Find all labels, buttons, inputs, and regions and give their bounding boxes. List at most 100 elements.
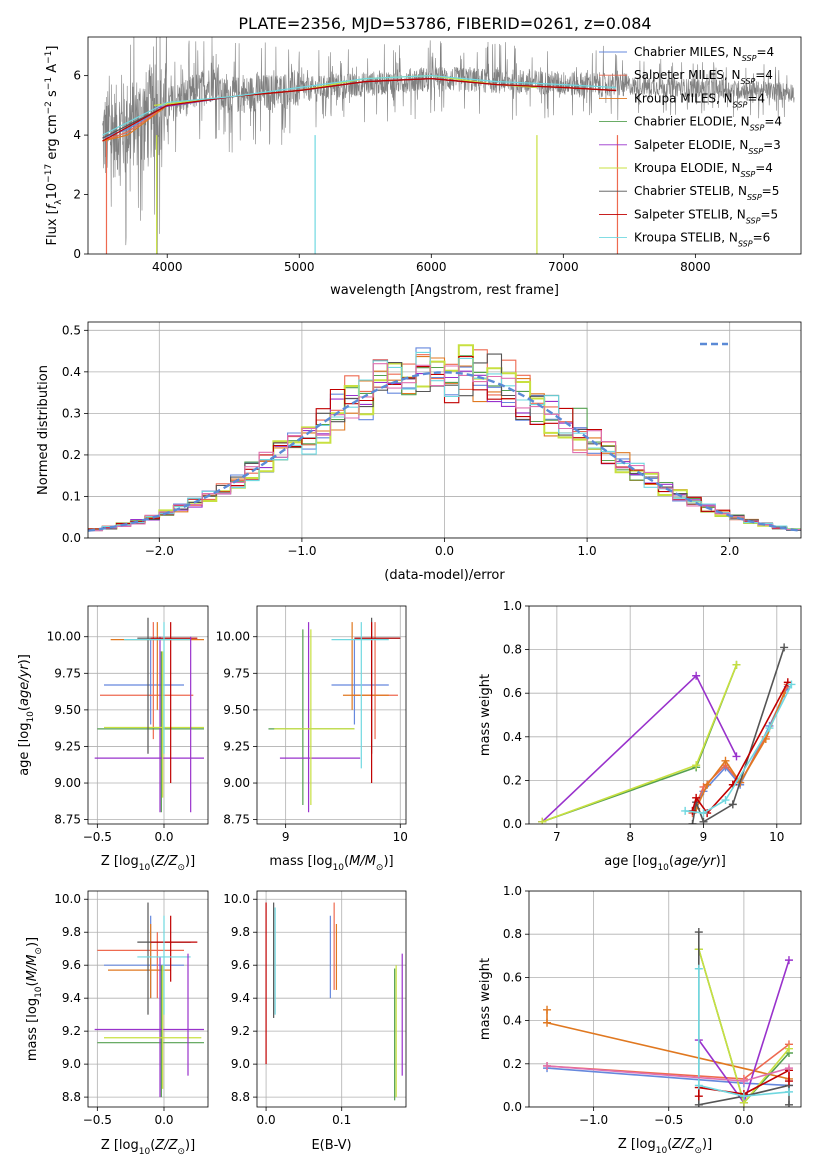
weight-marker [739, 1077, 748, 1086]
model-line [102, 77, 617, 142]
y-tick-label: 6 [73, 69, 81, 83]
x-axis-label: (data-model)/error [384, 568, 505, 583]
errorbar-point [274, 629, 355, 805]
axes-frame [87, 605, 209, 825]
panel-age_vs_mass: 9 10 8.75 9.00 9.25 9.50 9.75 10.00 mass [log10(… [216, 605, 408, 873]
plot-area-weight_vs_age [529, 606, 801, 824]
x-axis-label: Z [log10(Z/Z⊙)] [101, 854, 195, 873]
gaussian-curve [88, 371, 801, 532]
y-tick-label: 1.0 [503, 884, 522, 898]
axes-frame [256, 890, 407, 1108]
errorbar-point [97, 965, 204, 1098]
x-axis-label: wavelength [Angstrom, rest frame] [330, 283, 559, 298]
x-axis-label: E(B-V) [311, 1138, 351, 1153]
panel-weight_vs_Z: −1.0 −0.5 0.0 0.0 0.2 0.4 0.6 0.8 1.0 Z [log10(Z/… [478, 884, 802, 1156]
y-tick-label: 8.8 [62, 1090, 81, 1104]
weight-marker [543, 1061, 552, 1070]
errorbar-point [354, 622, 401, 784]
legend-entry: Kroupa STELIB, NSSP=6 [634, 231, 770, 249]
errorbar-point [104, 651, 204, 798]
histogram-series [88, 363, 801, 532]
x-tick-label: 8 [626, 830, 634, 844]
y-tick-label: 9.00 [223, 776, 250, 790]
weight-marker [699, 817, 708, 824]
model-line [102, 74, 617, 136]
weight-line [695, 692, 785, 810]
plot-area-mass_vs_Z [88, 891, 208, 1107]
y-tick-label: 9.25 [54, 739, 81, 753]
y-tick-label: 9.2 [231, 1024, 250, 1038]
weight-line [698, 968, 790, 1098]
legend-entry: Salpeter ELODIE, NSSP=3 [634, 138, 781, 156]
x-tick-label: 5000 [284, 260, 315, 274]
errorbar-point [342, 622, 389, 710]
errorbar-point [110, 622, 204, 710]
errorbar-point [97, 651, 204, 813]
errorbar-point [100, 622, 194, 740]
errorbar-point [150, 915, 198, 982]
x-axis-label: mass [log10(M/M⊙)] [269, 854, 393, 873]
x-tick-label: −2.0 [145, 544, 174, 558]
observed-spectrum-line [102, 37, 795, 254]
y-tick-label: 2 [73, 188, 81, 202]
weight-marker [765, 724, 774, 733]
weight-marker [681, 806, 690, 815]
y-tick-label: 8.8 [231, 1090, 250, 1104]
weight-marker [784, 956, 793, 965]
x-tick-label: −1.0 [287, 544, 316, 558]
y-tick-label: 8.75 [54, 813, 81, 827]
weight-marker [784, 1064, 793, 1073]
y-tick-label: 9.4 [62, 991, 81, 1005]
y-tick-label: 9.2 [62, 1024, 81, 1038]
weight-marker [543, 1005, 552, 1014]
y-tick-label: 0.4 [62, 365, 81, 379]
y-axis-label: mass [log10(M/M⊙)] [25, 937, 44, 1061]
x-tick-label: 4000 [152, 260, 183, 274]
x-tick-label: 8000 [680, 260, 711, 274]
panel-spectrum: 4000 5000 6000 7000 8000 0 2 4 6 wavelength [Angs… [44, 36, 802, 298]
weight-marker [538, 817, 547, 824]
legend-entry: Kroupa ELODIE, NSSP=4 [634, 161, 773, 179]
weight-line [691, 686, 789, 812]
errorbar-point [104, 639, 184, 725]
y-tick-label: 0.0 [503, 1100, 522, 1114]
y-tick-label: 10.0 [54, 892, 81, 906]
weight-line [541, 664, 738, 823]
weight-marker [688, 820, 697, 824]
y-tick-label: 0.2 [503, 1057, 522, 1071]
y-tick-label: 4 [73, 128, 81, 142]
weight-line [691, 647, 785, 824]
x-tick-label: −0.5 [654, 1113, 683, 1127]
y-tick-label: 1.0 [503, 599, 522, 613]
x-tick-label: 10 [769, 830, 784, 844]
axes-frame [87, 321, 802, 539]
y-axis-label: Flux [fλ10−17 erg cm−2 s−1 A−1] [44, 46, 64, 246]
y-axis-label: age [log10(age/yr)] [17, 654, 36, 776]
y-tick-label: 0.4 [503, 1014, 522, 1028]
y-tick-label: 0.5 [62, 323, 81, 337]
x-tick-label: 6000 [416, 260, 447, 274]
weight-marker [694, 1092, 703, 1101]
legend: Chabrier MILES, NSSP=4 Salpeter MILES, NS… [599, 45, 782, 248]
y-tick-label: 9.0 [62, 1057, 81, 1071]
x-tick-label: 0.0 [734, 1113, 753, 1127]
plot-area-age_vs_mass [257, 606, 406, 824]
legend-entry: Chabrier STELIB, NSSP=5 [634, 184, 779, 202]
x-tick-label: 0.0 [257, 1113, 276, 1127]
weight-marker [732, 660, 741, 669]
weight-marker [780, 643, 789, 652]
panel-mass_vs_ebv: 0.0 0.1 8.8 9.0 9.2 9.4 9.6 9.8 10.0 E(B-V) [223, 890, 407, 1153]
legend-entry: Salpeter STELIB, NSSP=5 [634, 207, 778, 225]
weight-marker [543, 1018, 552, 1027]
axes-frame [256, 605, 407, 825]
legend-entry: Chabrier MILES, NSSP=4 [634, 45, 774, 63]
x-tick-label: −1.0 [579, 1113, 608, 1127]
errorbar-point [94, 636, 204, 813]
weight-marker [784, 1044, 793, 1053]
y-tick-label: 0 [73, 247, 81, 261]
weight-marker [694, 1100, 703, 1107]
y-tick-label: 9.75 [54, 666, 81, 680]
legend-entry: Kroupa MILES, NSSP=4 [634, 91, 765, 109]
x-tick-label: 9 [282, 830, 290, 844]
